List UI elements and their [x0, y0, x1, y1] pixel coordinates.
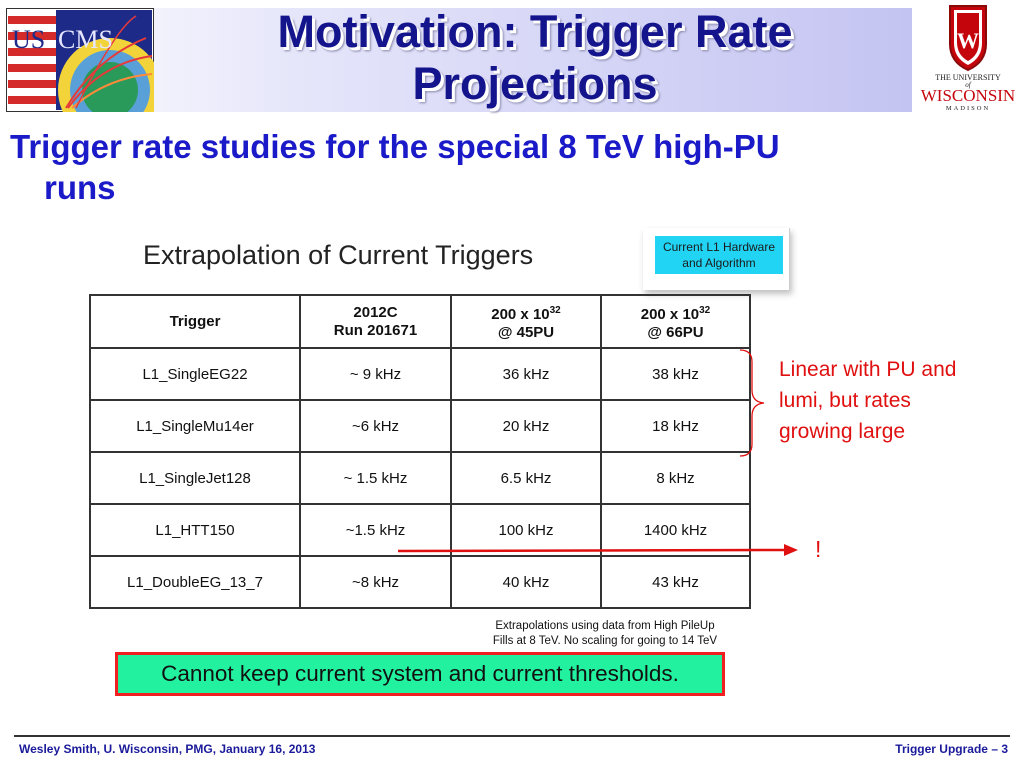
crest-letter: W [957, 28, 979, 53]
column-header-trigger: Trigger [89, 294, 301, 349]
uscms-logo: US CMS [6, 8, 154, 112]
footer-author: Wesley Smith, U. Wisconsin, PMG, January… [19, 742, 316, 756]
table-cell: 6.5 kHz [450, 451, 602, 505]
table-row: L1_SingleEG22 ~ 9 kHz 36 kHz 38 kHz [89, 347, 751, 401]
uscms-us-text: US [12, 25, 45, 54]
slide-title-line2: Projections [412, 58, 658, 109]
table-cell: 1400 kHz [600, 503, 751, 557]
table-row: L1_DoubleEG_13_7 ~8 kHz 40 kHz 43 kHz [89, 555, 751, 609]
table-cell: ~ 9 kHz [299, 347, 452, 401]
table-cell-trigger: L1_DoubleEG_13_7 [89, 555, 301, 609]
uw-crest-graphic: W THE UNIVERSITY of WISCONSIN MADISON [921, 5, 1015, 112]
table-footnote-line2: Fills at 8 TeV. No scaling for going to … [492, 635, 718, 647]
table-cell-trigger: L1_SingleMu14er [89, 399, 301, 453]
column-header-45pu: 200 x 1032 @ 45PU [450, 294, 602, 349]
annotation-text: Linear with PU and lumi, but rates growi… [779, 354, 1009, 447]
annotation-line3: growing large [779, 420, 906, 443]
table-cell: 38 kHz [600, 347, 751, 401]
table-footnote-line1: Extrapolations using data from High Pile… [495, 620, 715, 632]
table-cell-trigger: L1_SingleJet128 [89, 451, 301, 505]
table-cell: ~6 kHz [299, 399, 452, 453]
footer-page-number: Trigger Upgrade – 3 [895, 742, 1008, 756]
column-header-subtext: Run 201671 [333, 321, 418, 339]
uw-madison-logo: W THE UNIVERSITY of WISCONSIN MADISON [912, 0, 1024, 116]
table-cell: 100 kHz [450, 503, 602, 557]
table-cell: ~ 1.5 kHz [299, 451, 452, 505]
hardware-note-text: Current L1 Hardware and Algorithm [662, 240, 776, 270]
column-header-2012c: 2012C Run 201671 [299, 294, 452, 349]
column-header-subtext: @ 45PU [497, 323, 555, 341]
annotation-line2: lumi, but rates [779, 389, 911, 412]
table-cell: 40 kHz [450, 555, 602, 609]
slide-title-line1: Motivation: Trigger Rate [277, 6, 793, 57]
exclamation-mark: ! [815, 536, 822, 562]
trigger-rate-table: Trigger 2012C Run 201671 200 x 1032 @ 45… [89, 294, 751, 609]
uscms-logo-graphic: US CMS [6, 8, 154, 112]
table-cell-trigger: L1_HTT150 [89, 503, 301, 557]
column-header-text: 2012C [353, 303, 398, 321]
arrow-icon [398, 544, 798, 556]
uw-line4: MADISON [946, 105, 990, 112]
table-cell-trigger: L1_SingleEG22 [89, 347, 301, 401]
table-row: L1_SingleJet128 ~ 1.5 kHz 6.5 kHz 8 kHz [89, 451, 751, 505]
uw-line2: of [965, 81, 972, 89]
hardware-note: Current L1 Hardware and Algorithm [655, 236, 783, 274]
column-header-exponent: 32 [549, 304, 561, 316]
footer-divider [14, 735, 1010, 737]
slide-subtitle-line1: Trigger rate studies for the special 8 T… [10, 128, 780, 165]
column-header-text: 200 x 10 [491, 305, 550, 323]
column-header-text: 200 x 10 [640, 305, 700, 323]
slide-subtitle: Trigger rate studies for the special 8 T… [10, 126, 1000, 208]
column-header-subtext: @ 66PU [647, 323, 704, 341]
column-header-exponent: 32 [699, 304, 711, 316]
table-cell: 36 kHz [450, 347, 602, 401]
slide-subtitle-line2: runs [44, 169, 116, 206]
uscms-cms-text: CMS [58, 25, 113, 54]
slide-title: Motivation: Trigger Rate Projections [160, 6, 910, 110]
warning-callout: Cannot keep current system and current t… [115, 652, 725, 696]
table-header-row: Trigger 2012C Run 201671 200 x 1032 @ 45… [89, 294, 751, 349]
uw-line3: WISCONSIN [921, 86, 1015, 105]
table-cell: ~8 kHz [299, 555, 452, 609]
table-row: L1_SingleMu14er ~6 kHz 20 kHz 18 kHz [89, 399, 751, 453]
column-header-text: Trigger [169, 312, 221, 330]
table-cell: 18 kHz [600, 399, 751, 453]
annotation-line1: Linear with PU and [779, 358, 957, 381]
table-cell: 20 kHz [450, 399, 602, 453]
column-header-66pu: 200 x 1032 @ 66PU [600, 294, 751, 349]
table-cell: ~1.5 kHz [299, 503, 452, 557]
table-cell: 43 kHz [600, 555, 751, 609]
table-footnote: Extrapolations using data from High Pile… [470, 619, 740, 649]
hardware-note-card: Current L1 Hardware and Algorithm [643, 228, 790, 290]
table-row: L1_HTT150 ~1.5 kHz 100 kHz 1400 kHz [89, 503, 751, 557]
uw-line1: THE UNIVERSITY [935, 73, 1001, 82]
table-cell: 8 kHz [600, 451, 751, 505]
brace-icon [739, 349, 765, 457]
figure-title: Extrapolation of Current Triggers [143, 240, 534, 270]
